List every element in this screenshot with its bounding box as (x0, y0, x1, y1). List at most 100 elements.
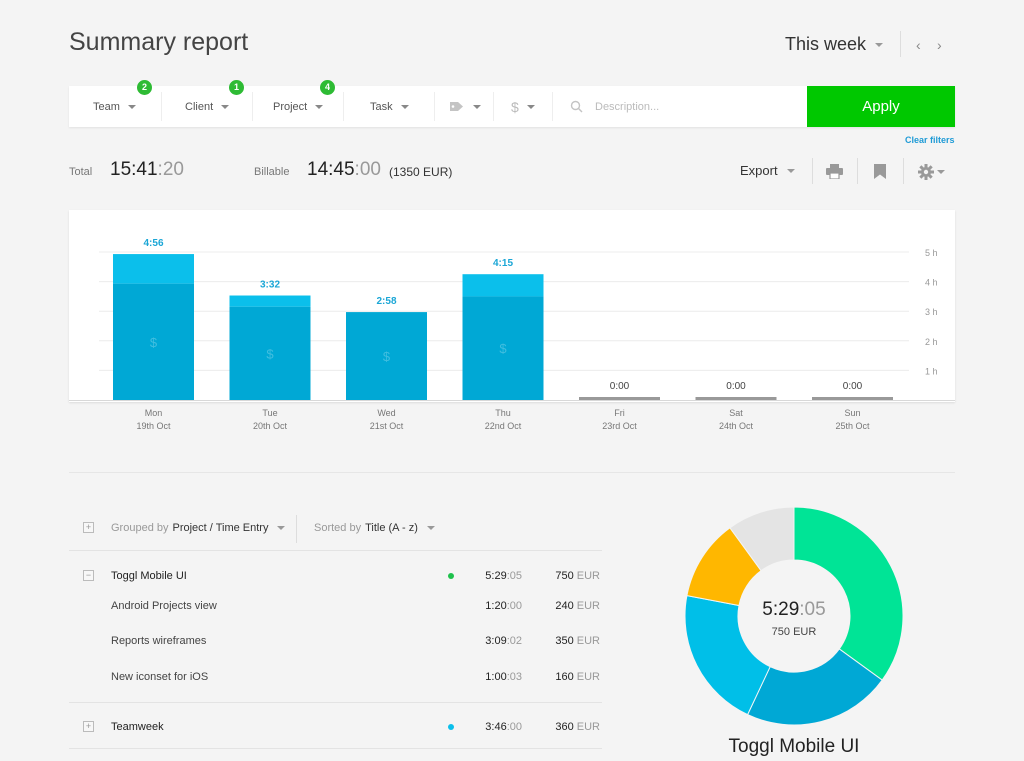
row-amount: 750 EUR (540, 570, 600, 582)
y-tick-label: 3 h (925, 307, 938, 317)
table-row[interactable]: Android Projects view 1:20:00 240 EUR (69, 594, 602, 622)
bar-empty (695, 397, 777, 400)
table-row[interactable]: − Toggl Mobile UI 5:29:05 750 EUR (69, 561, 602, 589)
section-divider (69, 472, 955, 473)
chevron-down-icon (277, 526, 286, 530)
table-row[interactable]: + Teamweek 3:46:00 360 EUR (69, 712, 602, 740)
divider (343, 92, 344, 121)
row-amount-currency: EUR (576, 600, 600, 612)
y-tick-label: 2 h (925, 337, 938, 347)
row-amount: 160 EUR (540, 671, 600, 683)
x-tick-day: Mon (145, 408, 163, 418)
collapse-button[interactable]: − (83, 570, 94, 581)
filter-task[interactable]: Task (370, 86, 409, 127)
x-tick-date: 25th Oct (835, 421, 870, 431)
donut-slice[interactable] (793, 507, 903, 681)
period-selector[interactable]: This week (785, 34, 884, 55)
bar-value-label: 4:15 (493, 258, 513, 269)
row-amount: 240 EUR (540, 600, 600, 612)
row-amount-currency: EUR (576, 635, 600, 647)
export-button[interactable]: Export (740, 163, 795, 178)
bar-nonbillable-segment (229, 295, 311, 307)
row-duration: 3:46:00 (462, 721, 522, 733)
x-tick-day: Thu (495, 408, 511, 418)
chevron-down-icon (400, 104, 409, 109)
filter-team-label: Team (93, 100, 120, 113)
x-tick-date: 22nd Oct (485, 421, 522, 431)
chevron-down-icon (315, 104, 324, 109)
chevron-down-icon (473, 104, 481, 109)
x-tick-day: Fri (614, 408, 625, 418)
chevron-down-icon (875, 42, 884, 47)
billable-duration-seconds: :00 (354, 159, 381, 180)
print-icon[interactable] (826, 164, 843, 179)
row-duration: 5:29:05 (462, 570, 522, 582)
sort-by-selector[interactable]: Sorted by Title (A - z) (314, 522, 435, 534)
bar-value-label: 0:00 (843, 381, 863, 392)
search-icon (570, 100, 583, 113)
daily-duration-bar-chart: 5 h 4 h 3 h 2 h 1 h $4:56 Mon 19th Oct $3:32 Tue 2… (69, 238, 955, 431)
table-divider (69, 702, 602, 703)
expand-button[interactable]: + (83, 721, 94, 732)
filter-billable[interactable]: $ (511, 86, 535, 127)
clear-filters-link[interactable]: Clear filters (905, 135, 955, 145)
dollar-icon: $ (511, 98, 519, 115)
donut-duration-main: 5:29 (762, 599, 800, 620)
sort-by-value: Title (A - z) (365, 522, 418, 534)
divider (434, 92, 435, 121)
filter-project[interactable]: Project 4 (273, 80, 335, 127)
period-label: This week (785, 34, 867, 54)
description-input[interactable]: Description... (595, 100, 660, 113)
total-duration-seconds: :20 (157, 159, 184, 180)
page-title: Summary report (69, 28, 249, 56)
next-period-button[interactable]: › (937, 37, 942, 53)
table-divider (69, 748, 602, 749)
filter-tags[interactable] (449, 86, 481, 127)
y-tick-label: 4 h (925, 278, 938, 288)
row-amount-value: 360 (555, 721, 574, 733)
filter-task-label: Task (370, 100, 393, 113)
row-duration-main: 1:20 (485, 600, 507, 612)
bookmark-icon[interactable] (874, 164, 886, 179)
chevron-down-icon (127, 104, 136, 109)
row-duration: 1:00:03 (462, 671, 522, 683)
divider (552, 92, 553, 121)
group-by-selector[interactable]: Grouped by Project / Time Entry (111, 522, 286, 534)
billable-symbol: $ (499, 341, 507, 356)
divider (252, 92, 253, 121)
time-entry-name: Reports wireframes (111, 635, 207, 647)
chevron-down-icon (526, 104, 535, 109)
expand-all-button[interactable]: + (83, 522, 94, 533)
bar-value-label: 0:00 (610, 381, 630, 392)
table-row[interactable]: New iconset for iOS 1:00:03 160 EUR (69, 665, 602, 693)
apply-button[interactable]: Apply (807, 86, 955, 127)
chevron-down-icon[interactable] (937, 170, 945, 174)
x-tick-date: 20th Oct (253, 421, 288, 431)
divider (161, 92, 162, 121)
chevron-down-icon (426, 526, 435, 530)
export-label: Export (740, 163, 778, 178)
bar-value-label: 0:00 (726, 381, 746, 392)
bar-nonbillable-segment (462, 274, 544, 297)
filter-project-label: Project (273, 100, 308, 113)
gear-icon[interactable] (918, 164, 934, 180)
filter-bar: Team 2 Client 1 Project 4 Task $ Des (69, 80, 955, 127)
bar-billable-segment (462, 296, 544, 400)
row-duration: 3:09:02 (462, 635, 522, 647)
row-amount-currency: EUR (576, 671, 600, 683)
row-duration-seconds: :03 (506, 671, 522, 683)
billable-label: Billable (254, 166, 290, 178)
filter-team[interactable]: Team 2 (93, 80, 152, 127)
row-duration-main: 1:00 (485, 671, 507, 683)
filter-team-count-badge: 2 (137, 80, 152, 95)
row-amount: 350 EUR (540, 635, 600, 647)
filter-client[interactable]: Client 1 (185, 80, 244, 127)
bar-value-label: 2:58 (376, 296, 396, 307)
filter-client-count-badge: 1 (229, 80, 244, 95)
donut-hole (738, 560, 850, 672)
billable-amount: (1350 EUR) (389, 165, 453, 179)
table-row[interactable]: Reports wireframes 3:09:02 350 EUR (69, 629, 602, 657)
divider (903, 158, 904, 184)
previous-period-button[interactable]: ‹ (916, 37, 921, 53)
description-search[interactable]: Description... (570, 86, 659, 127)
